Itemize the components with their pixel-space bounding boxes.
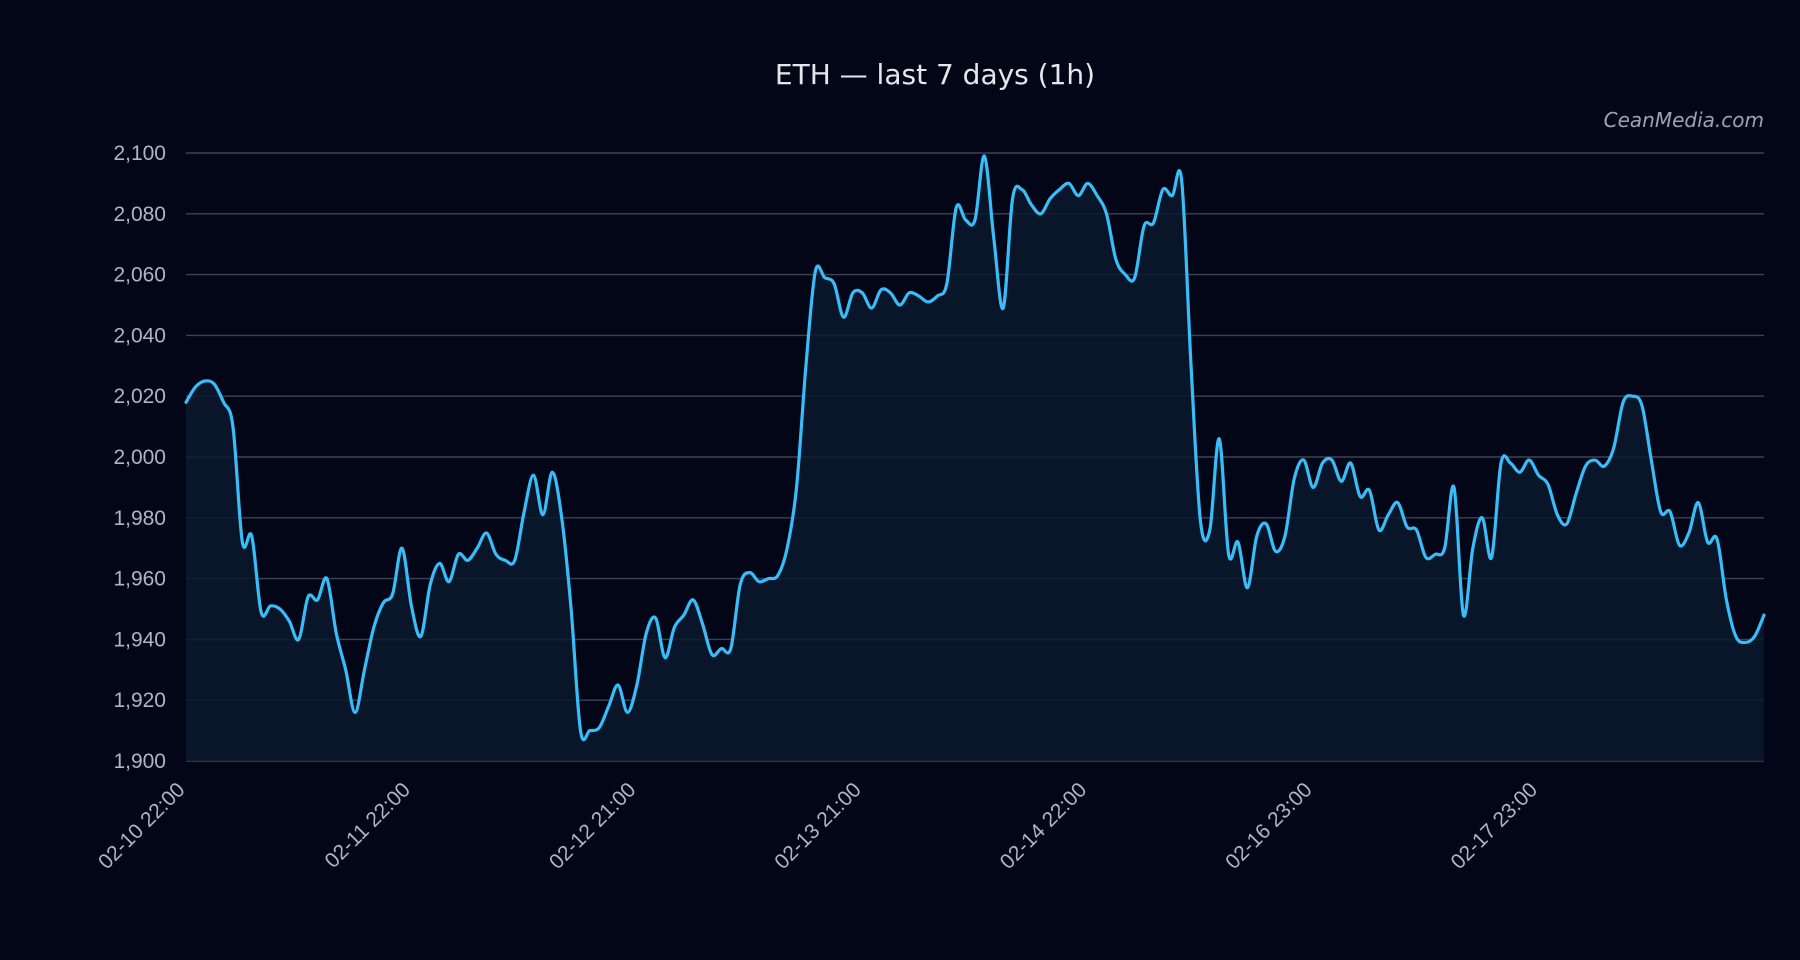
- x-tick-label: 02-14 22:00: [996, 778, 1092, 874]
- x-tick-label: 02-13 21:00: [770, 778, 866, 874]
- series-line: [184, 154, 1766, 742]
- price-area: [186, 155, 1764, 761]
- x-tick-label: 02-10 22:00: [94, 778, 190, 874]
- price-line-group: [184, 154, 1766, 742]
- x-tick-label: 02-16 23:00: [1221, 778, 1317, 874]
- y-tick-label: 1,980: [113, 507, 166, 530]
- y-tick-label: 2,020: [113, 385, 166, 408]
- x-tick-label: 02-11 22:00: [321, 778, 415, 872]
- y-tick-label: 2,000: [113, 446, 166, 469]
- chart-title: ETH — last 7 days (1h): [775, 58, 1095, 91]
- y-tick-label: 2,040: [113, 324, 166, 347]
- y-tick-label: 2,060: [113, 264, 166, 287]
- x-tick-label: 02-17 23:00: [1447, 778, 1543, 874]
- y-tick-label: 2,100: [113, 142, 166, 165]
- y-tick-label: 1,900: [113, 750, 166, 773]
- y-tick-label: 1,940: [113, 628, 166, 651]
- y-tick-label: 2,080: [113, 203, 166, 226]
- watermark: CeanMedia.com: [1604, 108, 1764, 132]
- x-axis-ticks: 02-10 22:00 02-11 22:00 02-12 21:00 02-13 2…: [94, 778, 1542, 874]
- y-tick-label: 1,960: [113, 568, 166, 591]
- series-area-fill: [186, 155, 1764, 761]
- y-axis-ticks: 1,900 1,920 1,940 1,960 1,980 2,000 2,020 2,040…: [113, 142, 166, 773]
- x-tick-label: 02-12 21:00: [545, 778, 641, 874]
- y-tick-label: 1,920: [113, 689, 166, 712]
